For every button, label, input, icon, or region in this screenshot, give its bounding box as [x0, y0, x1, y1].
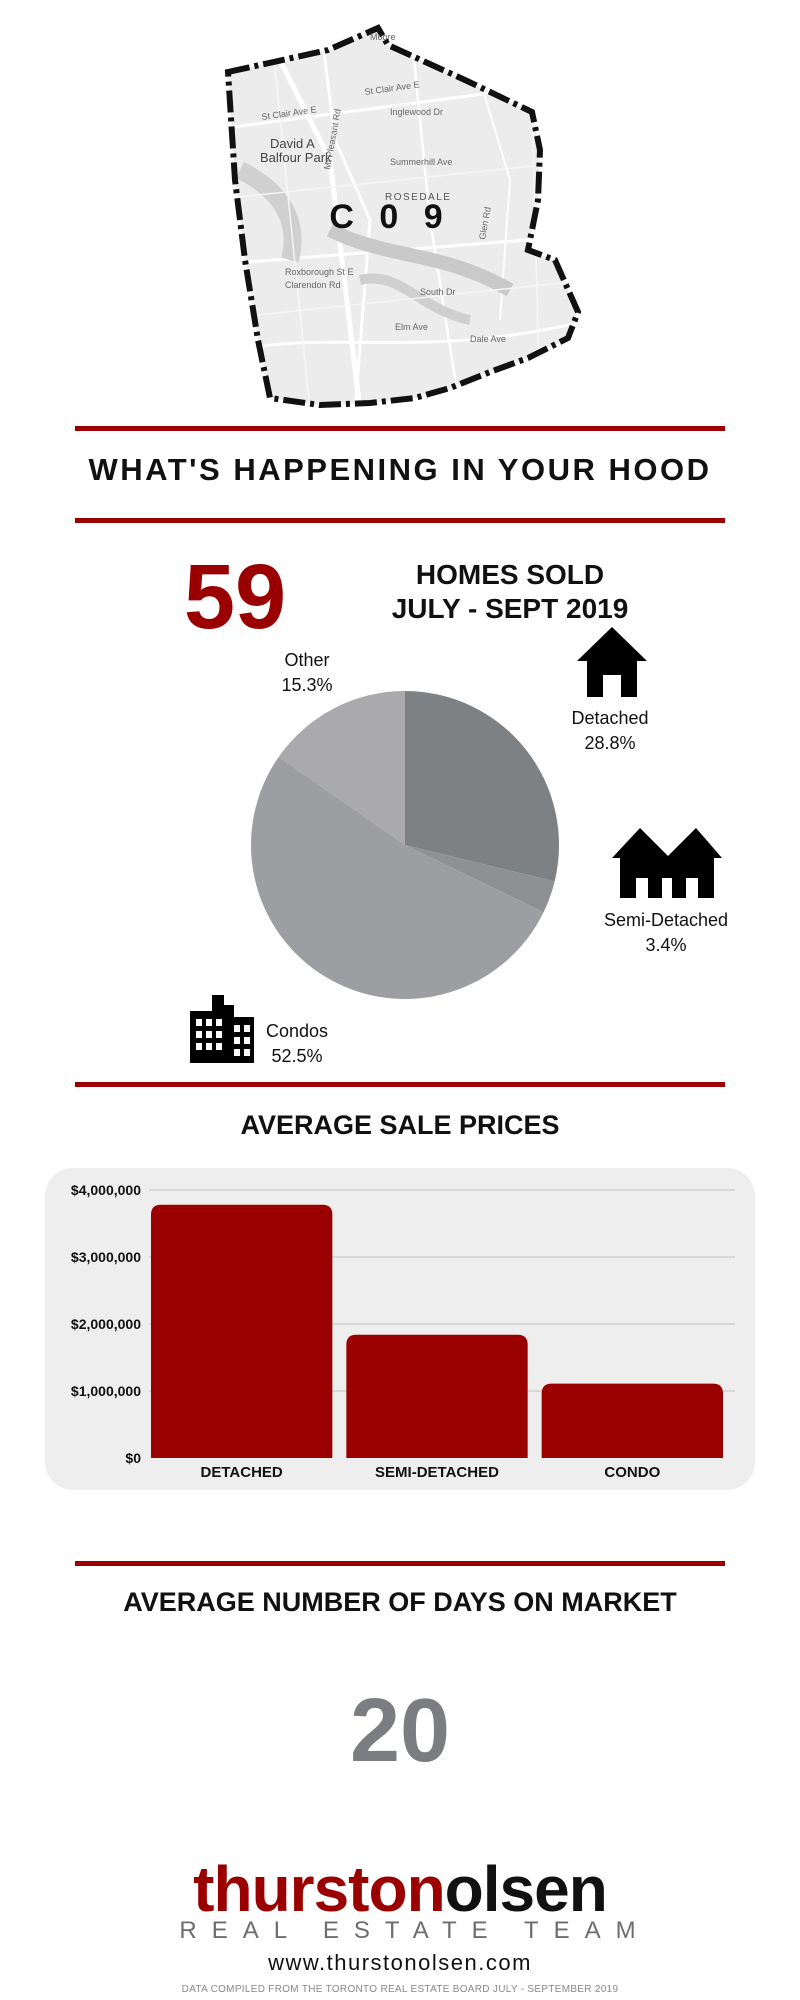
y-tick-label: $0	[125, 1450, 141, 1466]
map-street-label: Moore	[370, 32, 396, 42]
website-link[interactable]: www.thurstonolsen.com	[268, 1950, 532, 1975]
homes-sold-period: JULY - SEPT 2019	[391, 593, 629, 624]
prices-section-title: AVERAGE SALE PRICES	[240, 1110, 560, 1140]
map-boundary	[224, 24, 582, 409]
pie-label-detached: Detached 28.8%	[550, 706, 670, 756]
homes-sold-pie-chart	[251, 691, 559, 999]
x-category-label: DETACHED	[201, 1464, 283, 1481]
days-on-market-value: 20	[349, 1681, 451, 1781]
logo-subtitle: REAL ESTATE TEAM	[179, 1917, 651, 1944]
pie-label-condos-pct: 52.5%	[271, 1046, 323, 1066]
neighbourhood-map: David A Balfour Park St Clair Ave E St Cl…	[210, 20, 590, 410]
brand-logo: thurstonolsen	[0, 1852, 800, 1926]
pie-slice-other	[278, 691, 405, 845]
bar-condo	[541, 1383, 723, 1458]
house-icon	[577, 627, 647, 697]
bar-chart-panel: $0 $1,000,000 $2,000,000 $3,000,000 $4,000,0…	[45, 1168, 755, 1490]
pie-label-semi-detached: Semi-Detached 3.4%	[596, 908, 736, 958]
map-graphic: David A Balfour Park St Clair Ave E St Cl…	[224, 24, 582, 409]
homes-sold-line1: HOMES SOLD	[415, 559, 605, 590]
map-street-label: ROSEDALE	[385, 192, 451, 203]
divider	[75, 426, 725, 431]
average-sale-price-bar-chart: $0 $1,000,000 $2,000,000 $3,000,000 $4,000,0…	[71, 1182, 735, 1481]
y-tick-label: $1,000,000	[71, 1383, 141, 1399]
homes-sold-count: 59	[183, 546, 287, 648]
page-title: WHAT'S HAPPENING IN YOUR HOOD	[88, 452, 712, 487]
semi-detached-icon	[612, 828, 722, 898]
map-street-label: Roxborough St E	[285, 267, 354, 277]
logo-part-olsen: olsen	[444, 1853, 608, 1925]
pie-slice-semi-detached	[405, 845, 555, 913]
map-district-code: C 0 9	[329, 198, 451, 236]
x-category-label: SEMI-DETACHED	[375, 1464, 499, 1481]
pie-label-condos-name: Condos	[265, 1021, 329, 1041]
divider	[75, 1561, 725, 1566]
pie-label-other: Other 15.3%	[257, 648, 357, 698]
pie-label-condos: Condos 52.5%	[252, 1019, 342, 1069]
data-source-note: DATA COMPILED FROM THE TORONTO REAL ESTA…	[181, 1984, 619, 1995]
pie-label-other-name: Other	[284, 650, 330, 670]
y-tick-label: $4,000,000	[71, 1182, 141, 1198]
map-street-label: Elm Ave	[395, 322, 428, 332]
pie-label-semi-pct: 3.4%	[645, 935, 687, 955]
x-category-label: CONDO	[604, 1464, 660, 1481]
divider	[75, 518, 725, 523]
pie-label-detached-name: Detached	[571, 708, 649, 728]
y-tick-label: $3,000,000	[71, 1249, 141, 1265]
logo-part-thurston: thurston	[193, 1853, 445, 1925]
divider	[75, 1082, 725, 1087]
pie-slice-detached	[405, 691, 559, 882]
pie-label-other-pct: 15.3%	[281, 675, 333, 695]
bar-detached	[151, 1204, 333, 1458]
map-street-label: South Dr	[420, 287, 456, 297]
map-street-label: Dale Ave	[470, 334, 506, 344]
y-tick-label: $2,000,000	[71, 1316, 141, 1332]
pie-slice-condos	[251, 756, 544, 999]
days-section-title: AVERAGE NUMBER OF DAYS ON MARKET	[123, 1587, 677, 1617]
map-street-label: Summerhill Ave	[390, 157, 452, 167]
bar-semi-detached	[346, 1334, 528, 1458]
homes-sold-label: HOMES SOLD JULY - SEPT 2019	[365, 558, 655, 626]
pie-label-detached-pct: 28.8%	[584, 733, 636, 753]
map-park-label: David A Balfour Park	[260, 136, 332, 165]
pie-label-semi-name: Semi-Detached	[603, 910, 729, 930]
map-street-label: Inglewood Dr	[390, 107, 443, 117]
condo-building-icon	[190, 995, 254, 1063]
map-street-label: Clarendon Rd	[285, 280, 341, 290]
